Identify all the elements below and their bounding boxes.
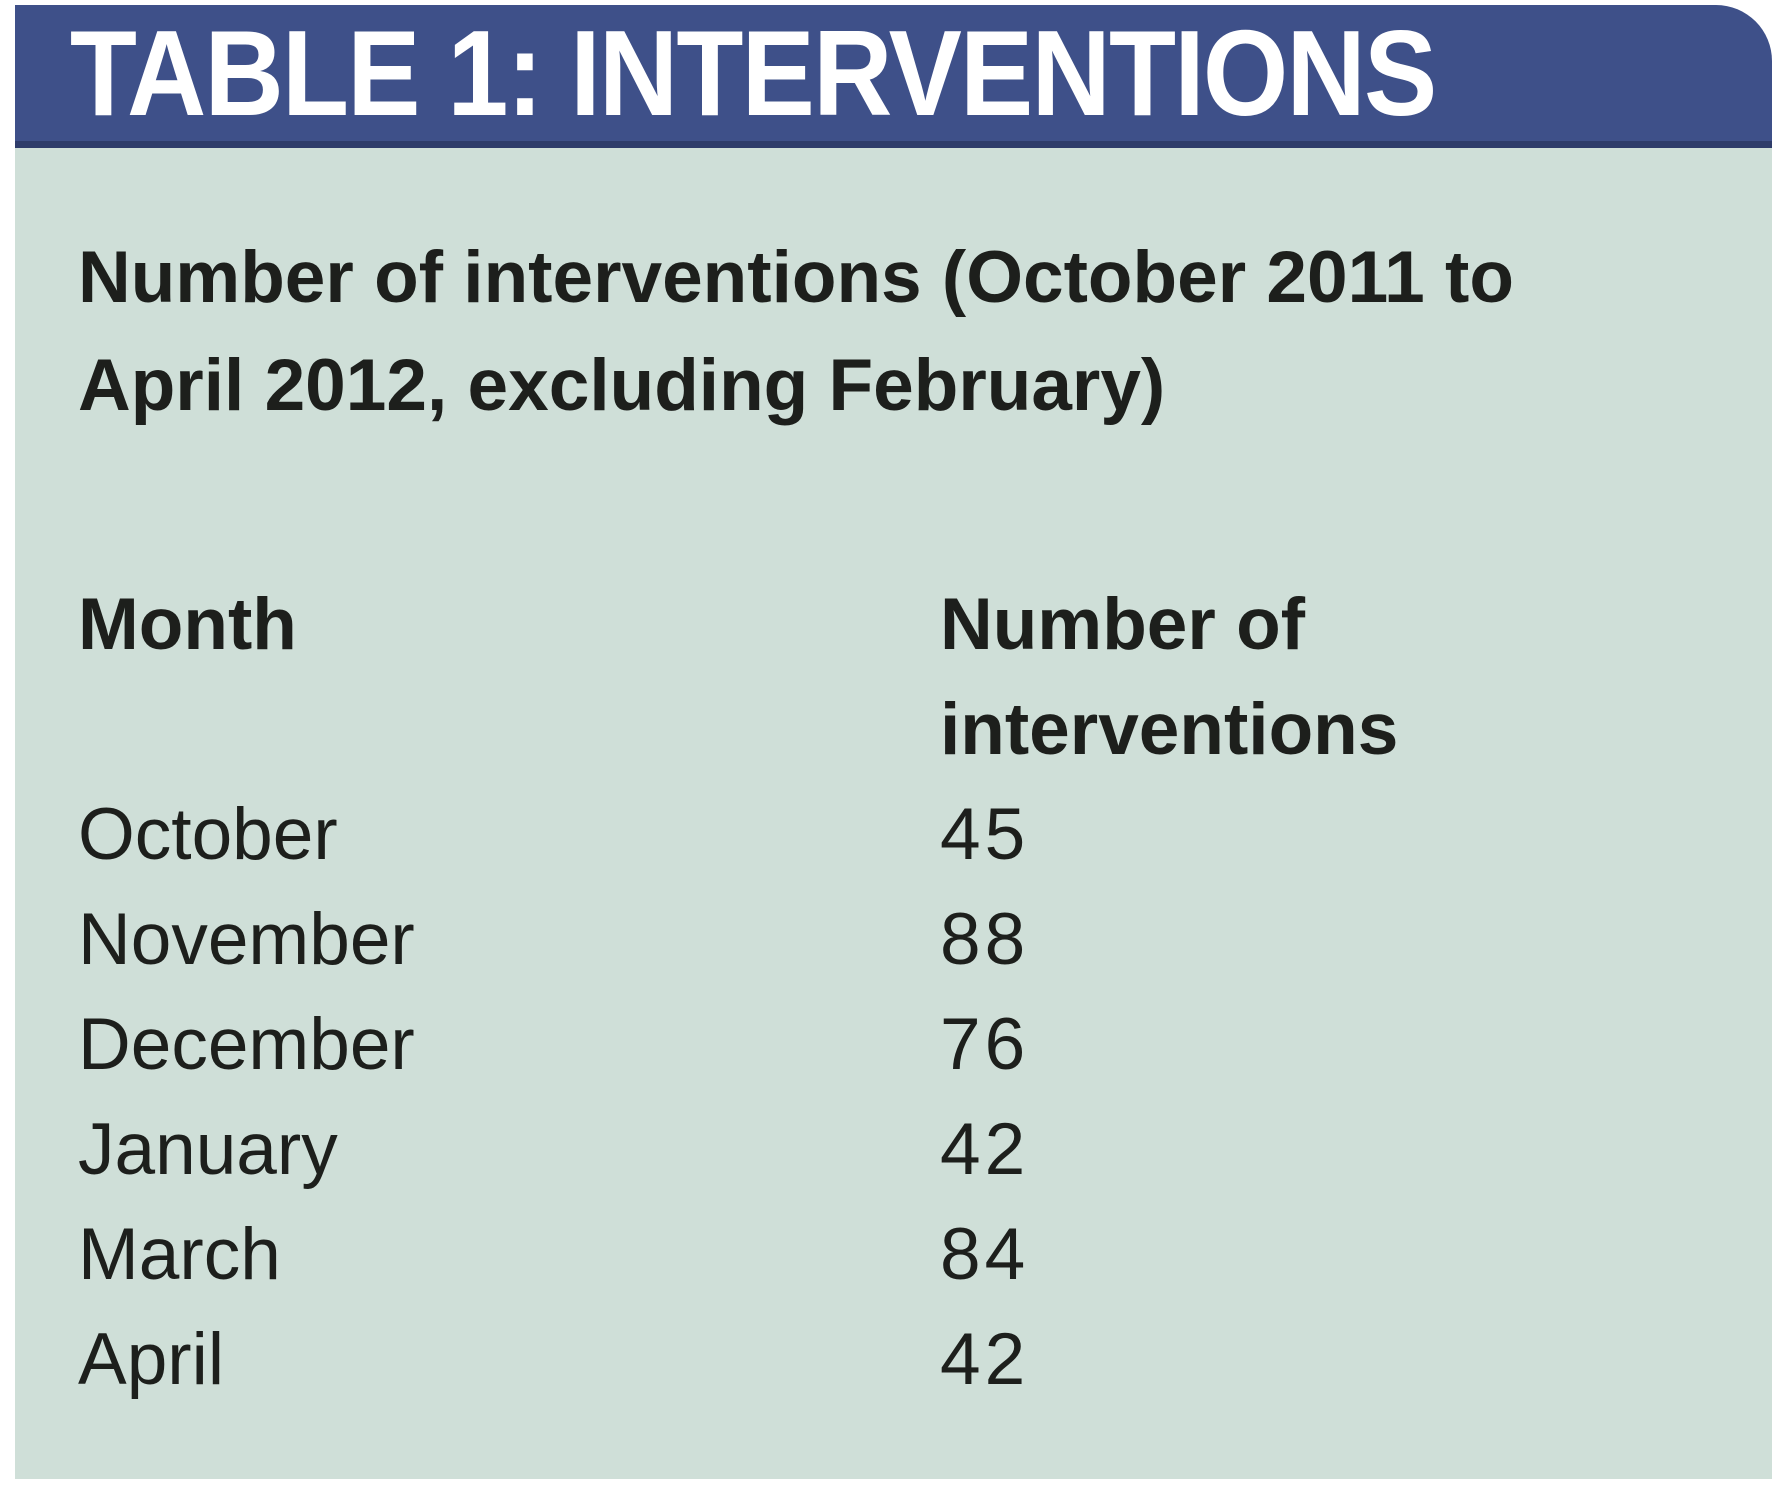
month-cell: December — [78, 1004, 415, 1085]
table-figure: TABLE 1: INTERVENTIONS Number of interve… — [15, 5, 1772, 1479]
column-header-interventions: Number of interventions — [940, 584, 1399, 770]
figure-panel: Number of interventions (October 2011 to… — [15, 148, 1772, 1479]
month-cell: October — [78, 794, 338, 875]
table-row: October 45 — [78, 782, 1732, 887]
table-caption: Number of interventions (October 2011 to… — [78, 237, 1514, 426]
count-cell: 84 — [940, 1214, 1030, 1295]
table-row: April 42 — [78, 1307, 1732, 1412]
figure-title-bar: TABLE 1: INTERVENTIONS — [15, 5, 1772, 148]
count-cell: 42 — [940, 1109, 1030, 1190]
month-cell: April — [78, 1319, 225, 1400]
column-header-month: Month — [78, 584, 297, 665]
month-cell: November — [78, 899, 415, 980]
count-cell: 42 — [940, 1319, 1030, 1400]
table-row: December 76 — [78, 992, 1732, 1097]
table-header-row: Month Number of interventions — [78, 572, 1732, 782]
figure-title: TABLE 1: INTERVENTIONS — [69, 5, 1437, 141]
table-row: January 42 — [78, 1097, 1732, 1202]
table-row: March 84 — [78, 1202, 1732, 1307]
month-cell: January — [78, 1109, 338, 1190]
count-cell: 76 — [940, 1004, 1030, 1085]
month-cell: March — [78, 1214, 281, 1295]
count-cell: 88 — [940, 899, 1030, 980]
interventions-table: Month Number of interventions October 45… — [78, 572, 1732, 1412]
table-row: November 88 — [78, 887, 1732, 992]
count-cell: 45 — [940, 794, 1030, 875]
